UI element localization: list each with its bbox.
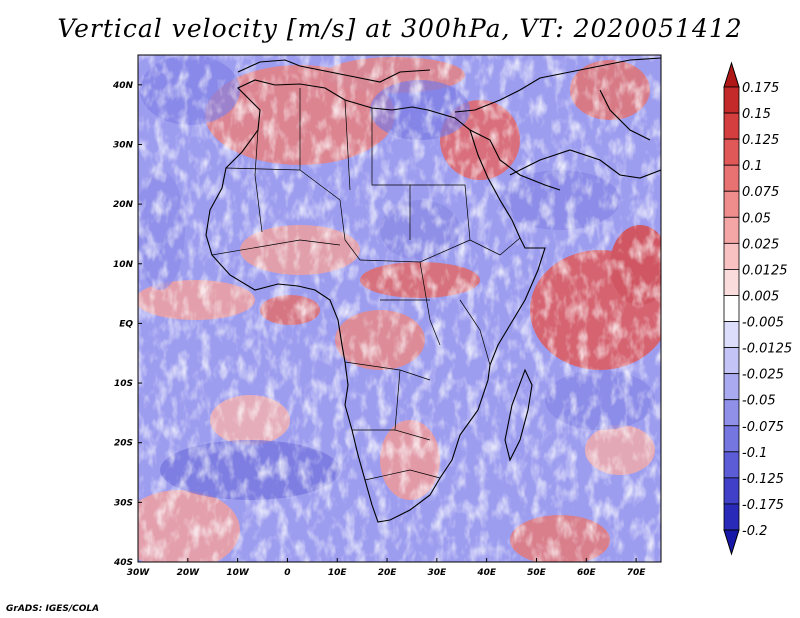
lat-tick-label: 30N bbox=[113, 140, 134, 150]
colorbar-segment bbox=[723, 190, 740, 218]
colorbar-segment bbox=[723, 242, 740, 270]
colorbar-segment bbox=[723, 112, 740, 140]
grads-credit: GrADS: IGES/COLA bbox=[6, 604, 100, 614]
colorbar-label: 0.1 bbox=[742, 159, 763, 174]
colorbar-segment bbox=[723, 399, 740, 427]
lat-tick-label: 20N bbox=[113, 200, 134, 210]
colorbar-label: 0.05 bbox=[742, 211, 771, 226]
lon-tick-label: 60E bbox=[577, 568, 597, 578]
colorbar-segment bbox=[723, 269, 740, 296]
colorbar-segment bbox=[723, 295, 740, 322]
lon-axis: 30W 20W 10W 0 10E 20E 30E 40E 50E 60E 70E bbox=[127, 558, 647, 578]
lat-tick-label: 30S bbox=[114, 498, 133, 508]
colorbar-label: 0.075 bbox=[742, 185, 779, 200]
colorbar-label: 0.175 bbox=[742, 81, 779, 96]
lat-tick-label: EQ bbox=[119, 319, 133, 329]
colorbar-label: -0.2 bbox=[742, 524, 767, 539]
colorbar-label: 0.15 bbox=[742, 107, 771, 122]
lon-tick-label: 10E bbox=[328, 568, 348, 578]
colorbar-label: 0.125 bbox=[742, 133, 779, 148]
colorbar-segment bbox=[723, 216, 740, 244]
colorbar-segment bbox=[723, 347, 740, 375]
colorbar-segment bbox=[723, 425, 740, 453]
lat-tick-label: 40N bbox=[112, 81, 134, 91]
colorbar-label: -0.125 bbox=[742, 472, 784, 487]
colorbar-segment bbox=[723, 503, 740, 531]
colorbar-label: -0.175 bbox=[742, 498, 784, 513]
country-borders bbox=[211, 88, 521, 481]
lon-tick-label: 20W bbox=[177, 568, 201, 578]
colorbar-top-arrow bbox=[723, 61, 740, 88]
colorbar-label: -0.005 bbox=[742, 316, 784, 331]
colorbar-segment bbox=[723, 477, 740, 505]
lon-tick-label: 30E bbox=[428, 568, 448, 578]
map-title: Vertical velocity [m/s] at 300hPa, VT: 2… bbox=[57, 14, 743, 43]
colorbar-label: 0.005 bbox=[742, 289, 779, 304]
colorbar-segment bbox=[723, 138, 740, 166]
colorbar-segment bbox=[723, 86, 740, 114]
lon-tick-label: 70E bbox=[627, 568, 647, 578]
lat-tick-label: 10S bbox=[114, 379, 133, 389]
lon-tick-label: 0 bbox=[284, 568, 290, 578]
map-frame bbox=[137, 54, 662, 563]
colorbar: 0.175 0.15 0.125 0.1 0.075 0.05 0.025 0.0125 0.0… bbox=[723, 61, 792, 556]
colorbar-label: 0.025 bbox=[742, 237, 779, 252]
lon-tick-label: 50E bbox=[527, 568, 547, 578]
colorbar-segment bbox=[723, 164, 740, 192]
lat-tick-label: 40S bbox=[113, 558, 133, 568]
colorbar-segment bbox=[723, 373, 740, 401]
colorbar-bottom-arrow bbox=[723, 529, 740, 556]
vertical-velocity-field bbox=[138, 55, 661, 562]
colorbar-segment bbox=[723, 451, 740, 479]
lat-axis: 40N 30N 20N 10N EQ 10S 20S 30S 40S bbox=[112, 81, 142, 568]
lon-tick-label: 20E bbox=[378, 568, 398, 578]
lon-tick-label: 30W bbox=[127, 568, 151, 578]
colorbar-label: -0.1 bbox=[742, 446, 767, 461]
colorbar-label: -0.025 bbox=[742, 368, 784, 383]
lat-tick-label: 10N bbox=[113, 260, 134, 270]
colorbar-label: -0.05 bbox=[742, 394, 776, 409]
lon-tick-label: 40E bbox=[476, 568, 497, 578]
lat-tick-label: 20S bbox=[114, 439, 133, 449]
colorbar-label: 0.0125 bbox=[742, 263, 788, 278]
colorbar-label: -0.0125 bbox=[742, 342, 792, 357]
lon-tick-label: 10W bbox=[226, 568, 250, 578]
colorbar-segment bbox=[723, 321, 740, 348]
colorbar-label: -0.075 bbox=[742, 420, 784, 435]
